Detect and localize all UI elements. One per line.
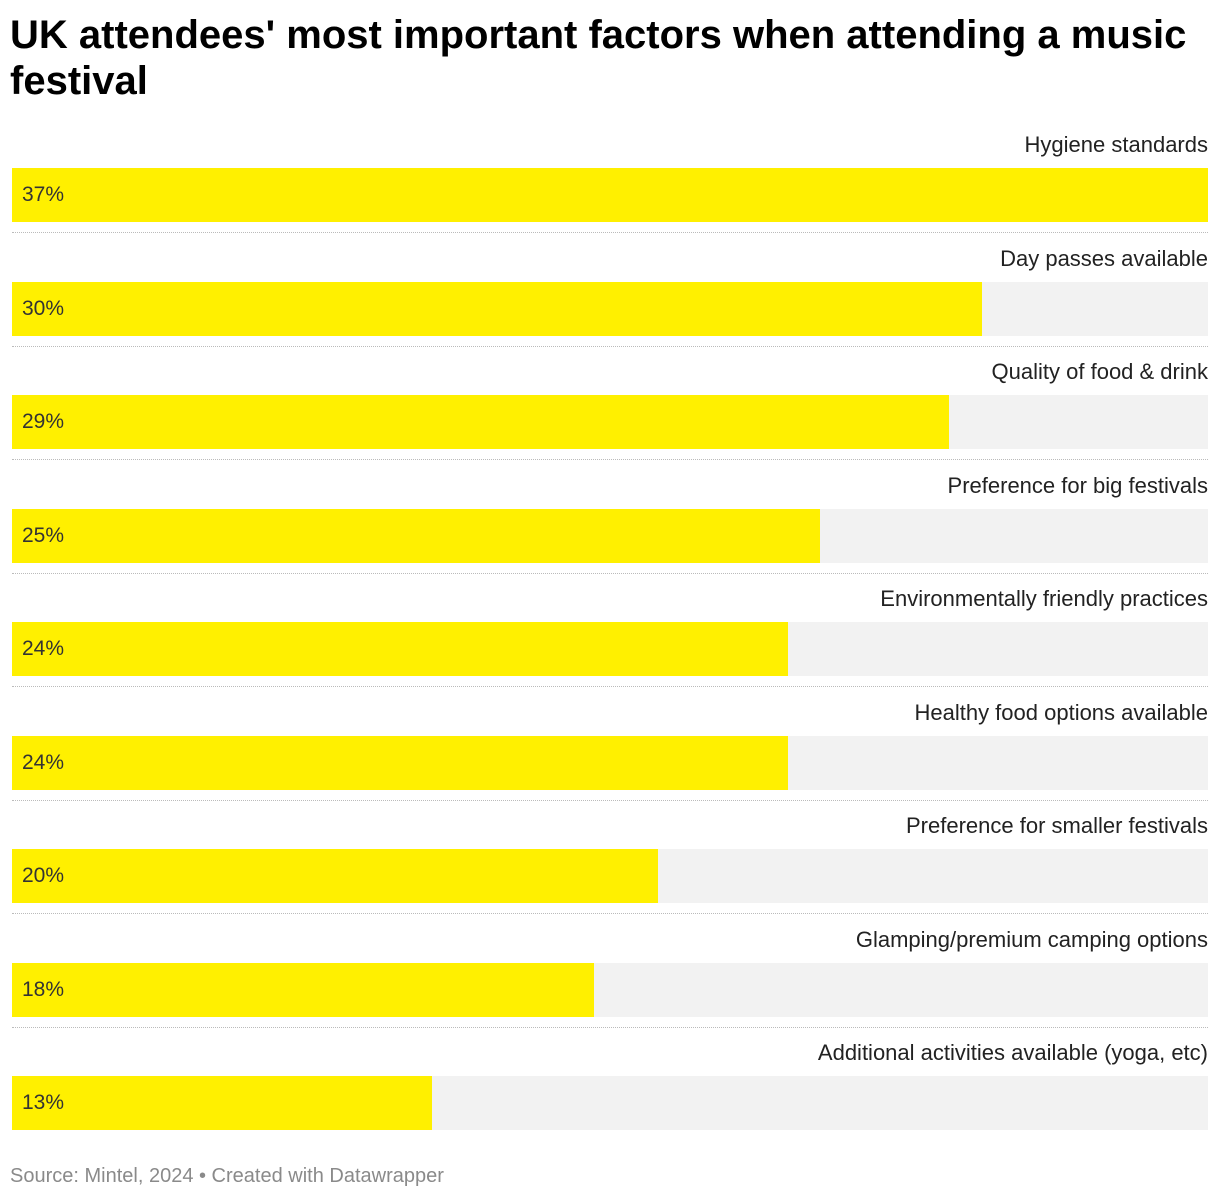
category-label: Additional activities available (yoga, e…	[817, 1040, 1208, 1065]
bar	[12, 281, 982, 336]
bar-track: 29%	[12, 395, 1208, 449]
value-label: 25%	[22, 523, 65, 547]
bar	[12, 395, 949, 449]
chart-title: UK attendees' most important factors whe…	[10, 13, 1187, 103]
bar	[12, 622, 788, 676]
row-divider	[12, 459, 1208, 460]
bar-track: 30%	[12, 281, 1208, 336]
row-divider	[12, 232, 1208, 233]
bar	[12, 962, 594, 1017]
category-label: Quality of food & drink	[991, 359, 1208, 384]
row-divider	[12, 913, 1208, 914]
bar-row: Glamping/premium camping options 18%	[0, 925, 1220, 1039]
bar-track: 25%	[12, 508, 1208, 563]
category-label: Preference for big festivals	[947, 472, 1208, 498]
bar-row: Preference for smaller festivals 20%	[0, 811, 1220, 925]
bar-row: Additional activities available (yoga, e…	[0, 1038, 1220, 1152]
category-label: Environmentally friendly practices	[880, 586, 1208, 611]
row-divider	[12, 799, 1208, 801]
bar-track: 20%	[12, 849, 1208, 903]
bar	[12, 168, 1208, 222]
category-label: Healthy food options available	[914, 699, 1208, 725]
bar-track: 37%	[12, 168, 1208, 222]
category-label: Day passes available	[1000, 245, 1208, 271]
value-label: 18%	[22, 977, 65, 1001]
value-label: 24%	[22, 637, 65, 660]
bar	[12, 508, 820, 563]
bar	[12, 735, 788, 790]
value-label: 13%	[22, 1091, 65, 1114]
bar-track: 24%	[12, 622, 1208, 676]
bar-row: Healthy food options available 24%	[0, 698, 1220, 812]
bar-row: Environmentally friendly practices 24%	[0, 584, 1220, 698]
bar-row: Quality of food & drink 29%	[0, 357, 1220, 471]
value-label: 29%	[22, 410, 65, 433]
bar-track: 18%	[12, 962, 1208, 1017]
row-divider	[12, 1026, 1208, 1028]
bar-row: Day passes available 30%	[0, 244, 1220, 358]
bar	[12, 849, 658, 903]
category-label: Hygiene standards	[1024, 132, 1208, 157]
bar-track: 13%	[12, 1076, 1208, 1130]
value-label: 20%	[22, 864, 65, 887]
value-label: 24%	[22, 750, 65, 774]
bar	[12, 1076, 432, 1130]
value-label: 30%	[22, 296, 65, 320]
source-note: Source: Mintel, 2024 • Created with Data…	[10, 1165, 444, 1187]
value-label: 37%	[22, 183, 65, 206]
row-divider	[12, 345, 1208, 347]
bar-track: 24%	[12, 735, 1208, 790]
category-label: Preference for smaller festivals	[906, 813, 1208, 838]
row-divider	[12, 572, 1208, 574]
row-divider	[12, 686, 1208, 687]
bar-row: Hygiene standards 37%	[0, 130, 1220, 244]
category-label: Glamping/premium camping options	[855, 926, 1208, 952]
bar-row: Preference for big festivals 25%	[0, 471, 1220, 585]
